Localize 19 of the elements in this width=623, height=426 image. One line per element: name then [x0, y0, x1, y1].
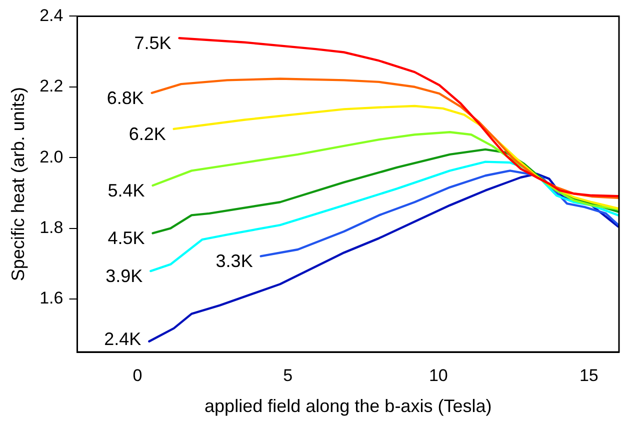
x-tick-label: 15 [579, 366, 598, 385]
series-label: 3.3K [216, 251, 253, 272]
series-label: 6.8K [106, 88, 144, 108]
y-tick-label: 1.8 [40, 218, 64, 237]
y-tick-label: 2.0 [40, 147, 64, 166]
x-axis-title: applied field along the b-axis (Tesla) [204, 396, 492, 416]
y-tick-label: 2.2 [40, 76, 64, 96]
series-label: 6.2K [128, 124, 166, 144]
y-tick-label: 2.4 [40, 6, 64, 25]
x-tick-label: 5 [283, 366, 293, 385]
y-axis-title: Specific heat (arb. units) [8, 87, 28, 282]
series-label: 7.5K [134, 33, 172, 54]
x-tick-label: 10 [428, 366, 448, 385]
x-tick-label: 0 [132, 366, 142, 385]
series-label: 4.5K [108, 228, 145, 248]
series-label: 3.9K [106, 266, 143, 286]
y-tick-label: 1.6 [40, 288, 64, 308]
series-label: 5.4K [108, 180, 145, 200]
series-label: 2.4K [104, 328, 142, 349]
